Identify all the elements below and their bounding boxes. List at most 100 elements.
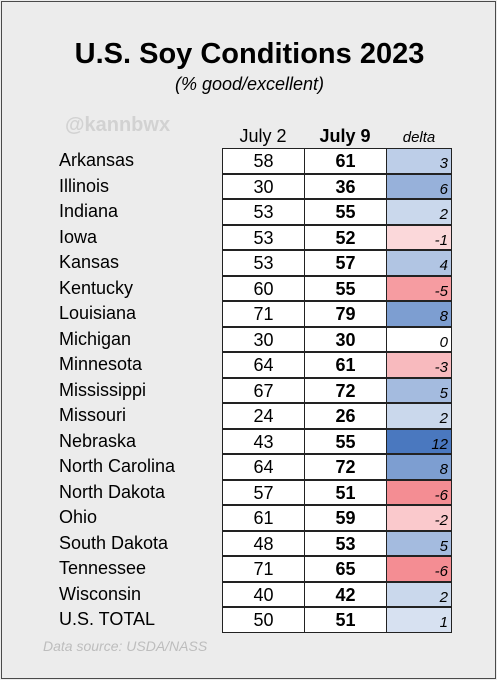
table-row: Kentucky 60 55 -5	[2, 275, 497, 301]
delta-value: 5	[386, 377, 452, 403]
july9-value: 61	[304, 148, 387, 174]
delta-value: 0	[386, 326, 452, 352]
july9-value: 52	[304, 224, 387, 250]
july9-value: 51	[304, 479, 387, 505]
delta-value: 3	[386, 148, 452, 174]
july2-value: 67	[222, 377, 305, 403]
delta-value: -1	[386, 224, 452, 250]
column-header-july2: July 2	[239, 126, 287, 146]
july9-value: 59	[304, 505, 387, 531]
state-label: Wisconsin	[59, 583, 142, 604]
chart-subtitle: (% good/excellent)	[174, 74, 325, 94]
delta-value: 8	[386, 301, 452, 327]
july2-value: 60	[222, 275, 305, 301]
delta-value: 12	[386, 428, 452, 454]
july9-value: 55	[304, 199, 387, 225]
july9-value: 61	[304, 352, 387, 378]
july9-value: 72	[304, 377, 387, 403]
state-label: Kansas	[59, 252, 120, 272]
state-label: Illinois	[59, 175, 110, 196]
july9-value: 42	[304, 581, 387, 607]
july2-value: 57	[222, 479, 305, 505]
july2-value: 43	[222, 428, 305, 454]
state-label: Iowa	[59, 226, 98, 247]
delta-value: -6	[386, 479, 452, 505]
delta-value: 1	[386, 607, 452, 633]
july2-value: 30	[222, 173, 305, 199]
july2-value: 71	[222, 301, 305, 327]
july9-value: 36	[304, 173, 387, 199]
july2-value: 64	[222, 352, 305, 378]
july9-value: 51	[304, 607, 387, 633]
delta-value: 6	[386, 173, 452, 199]
july9-value: 55	[304, 275, 387, 301]
july2-value: 53	[222, 199, 305, 225]
july2-value: 58	[222, 148, 305, 174]
table-row: Mississippi 67 72 5	[2, 377, 497, 403]
july9-value: 30	[304, 326, 387, 352]
table-row: Minnesota 64 61 -3	[2, 352, 497, 378]
delta-value: 2	[386, 403, 452, 429]
state-label: South Dakota	[59, 532, 169, 553]
july9-value: 72	[304, 454, 387, 480]
delta-value: -5	[386, 275, 452, 301]
table-row: Arkansas 58 61 3	[2, 148, 497, 174]
table-row: Wisconsin 40 42 2	[2, 581, 497, 607]
table-row: Tennessee 71 65 -6	[2, 556, 497, 582]
july2-value: 53	[222, 250, 305, 276]
july2-value: 71	[222, 556, 305, 582]
delta-value: -6	[386, 556, 452, 582]
column-header-july9: July 9	[319, 126, 371, 146]
state-label: Arkansas	[59, 150, 135, 170]
table-row: Ohio 61 59 -2	[2, 505, 497, 531]
table-row: South Dakota 48 53 5	[2, 530, 497, 556]
table-row: Louisiana 71 79 8	[2, 301, 497, 327]
table-row: North Dakota 57 51 -6	[2, 479, 497, 505]
state-label: North Carolina	[59, 456, 176, 476]
delta-value: 2	[386, 581, 452, 607]
state-label: Kentucky	[59, 277, 134, 298]
state-label: Tennessee	[59, 558, 147, 578]
table-row: Missouri 24 26 2	[2, 403, 497, 429]
state-label: Indiana	[59, 201, 119, 221]
delta-value: -3	[386, 352, 452, 378]
state-label: Minnesota	[59, 354, 143, 374]
july9-value: 26	[304, 403, 387, 429]
watermark: @kannbwx	[65, 114, 171, 136]
table-row: Michigan 30 30 0	[2, 326, 497, 352]
state-label: Louisiana	[59, 303, 137, 323]
delta-value: 4	[386, 250, 452, 276]
state-label: Missouri	[59, 405, 127, 425]
delta-value: 5	[386, 530, 452, 556]
state-label: Nebraska	[59, 430, 137, 451]
table-row: U.S. TOTAL 50 51 1	[2, 607, 497, 633]
july9-value: 55	[304, 428, 387, 454]
table-row: Indiana 53 55 2	[2, 199, 497, 225]
chart-title: U.S. Soy Conditions 2023	[74, 38, 425, 70]
state-label: North Dakota	[59, 481, 166, 502]
july2-value: 40	[222, 581, 305, 607]
state-label: Mississippi	[59, 379, 147, 400]
july9-value: 65	[304, 556, 387, 582]
july9-value: 57	[304, 250, 387, 276]
july2-value: 50	[222, 607, 305, 633]
state-label: Michigan	[59, 328, 132, 349]
july2-value: 30	[222, 326, 305, 352]
july2-value: 61	[222, 505, 305, 531]
july2-value: 24	[222, 403, 305, 429]
july2-value: 48	[222, 530, 305, 556]
state-label: Ohio	[59, 507, 98, 527]
table-row: Kansas 53 57 4	[2, 250, 497, 276]
july2-value: 53	[222, 224, 305, 250]
column-header-delta: delta	[402, 129, 436, 146]
july2-value: 64	[222, 454, 305, 480]
table-row: North Carolina 64 72 8	[2, 454, 497, 480]
delta-value: 2	[386, 199, 452, 225]
july9-value: 79	[304, 301, 387, 327]
table-row: Nebraska 43 55 12	[2, 428, 497, 454]
table-row: Illinois 30 36 6	[2, 173, 497, 199]
data-source: Data source: USDA/NASS	[43, 638, 208, 654]
table-row: Iowa 53 52 -1	[2, 224, 497, 250]
state-label: U.S. TOTAL	[59, 609, 156, 629]
